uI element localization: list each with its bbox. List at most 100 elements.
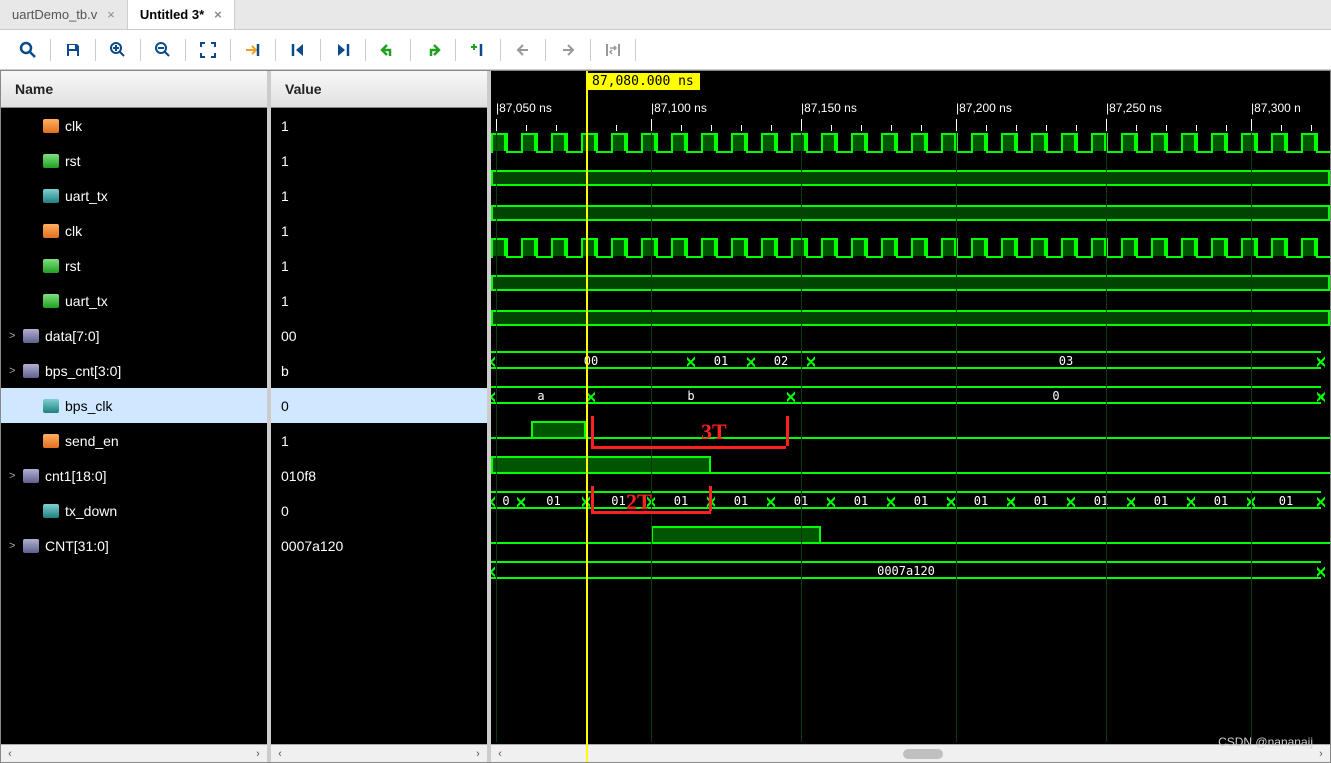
signal-row[interactable]: rst [1,143,267,178]
signal-icon [23,539,39,553]
signal-icon [43,119,59,133]
signal-value: 1 [271,108,487,143]
signal-name: clk [65,118,82,134]
signal-name: tx_down [65,503,117,519]
signal-icon [43,154,59,168]
value-panel: Value 11111100b01010f800007a120 ‹› [271,71,491,762]
signal-name: cnt1[18:0] [45,468,107,484]
toolbar [0,30,1331,70]
signal-name: uart_tx [65,188,108,204]
tab-label: Untitled 3* [140,7,204,22]
signal-row[interactable]: bps_clk [1,388,267,423]
signal-value: 1 [271,213,487,248]
signal-row[interactable]: tx_down [1,493,267,528]
wave-row[interactable] [491,131,1330,166]
value-scrollbar[interactable]: ‹› [271,744,487,762]
signal-value: 0007a120 [271,528,487,563]
signal-name: bps_clk [65,398,112,414]
signal-value-list: 11111100b01010f800007a120 [271,108,487,744]
signal-row[interactable]: >bps_cnt[3:0] [1,353,267,388]
wave-scrollbar[interactable]: ‹› [491,744,1330,762]
next-marker-button[interactable] [554,37,582,63]
signal-icon [43,294,59,308]
zoom-in-button[interactable] [104,37,132,63]
wave-row[interactable]: ab0 [491,382,1330,417]
signal-name: uart_tx [65,293,108,309]
goto-cursor-button[interactable] [239,37,267,63]
signal-value: 1 [271,143,487,178]
signal-row[interactable]: uart_tx [1,178,267,213]
signal-value: b [271,353,487,388]
next-edge-button[interactable] [419,37,447,63]
tab-uartdemo[interactable]: uartDemo_tb.v × [0,0,128,29]
signal-name: clk [65,223,82,239]
signal-name: send_en [65,433,119,449]
last-button[interactable] [329,37,357,63]
swap-markers-button[interactable] [599,37,627,63]
wave-row[interactable] [491,452,1330,487]
signal-value: 0 [271,388,487,423]
zoom-fit-button[interactable] [194,37,222,63]
signal-row[interactable]: rst [1,248,267,283]
signal-value: 010f8 [271,458,487,493]
signal-value: 1 [271,423,487,458]
signal-icon [23,364,39,378]
search-button[interactable] [14,37,42,63]
signal-icon [23,469,39,483]
signal-name: CNT[31:0] [45,538,109,554]
waveform-panel[interactable]: 87,080.000 ns |87,050 ns|87,100 ns|87,15… [491,71,1330,762]
signal-row[interactable]: clk [1,108,267,143]
waveform-area: 00010203ab0 001010101010101010101010101 00… [491,131,1330,592]
name-scrollbar[interactable]: ‹› [1,744,267,762]
signal-icon [43,434,59,448]
signal-value: 1 [271,283,487,318]
close-icon[interactable]: × [107,7,115,22]
wave-row[interactable] [491,306,1330,341]
signal-value: 1 [271,178,487,213]
wave-row[interactable] [491,201,1330,236]
wave-row[interactable] [491,271,1330,306]
signal-row[interactable]: uart_tx [1,283,267,318]
signal-icon [23,329,39,343]
signal-name: rst [65,153,81,169]
signal-icon [43,504,59,518]
prev-marker-button[interactable] [509,37,537,63]
wave-row[interactable] [491,236,1330,271]
signal-name: bps_cnt[3:0] [45,363,121,379]
signal-row[interactable]: clk [1,213,267,248]
wave-row[interactable]: 0007a120 [491,557,1330,592]
add-marker-button[interactable] [464,37,492,63]
signal-row[interactable]: >cnt1[18:0] [1,458,267,493]
first-button[interactable] [284,37,312,63]
cursor-time-label: 87,080.000 ns [586,73,700,90]
signal-row[interactable]: >CNT[31:0] [1,528,267,563]
signal-name: data[7:0] [45,328,100,344]
name-header: Name [1,71,267,108]
save-button[interactable] [59,37,87,63]
wave-row[interactable] [491,522,1330,557]
name-panel: Name clkrstuart_txclkrstuart_tx>data[7:0… [1,71,271,762]
signal-name: rst [65,258,81,274]
tab-bar: uartDemo_tb.v × Untitled 3* × [0,0,1331,30]
signal-name-list: clkrstuart_txclkrstuart_tx>data[7:0]>bps… [1,108,267,744]
signal-icon [43,399,59,413]
wave-row[interactable]: 001010101010101010101010101 [491,487,1330,522]
signal-row[interactable]: >data[7:0] [1,318,267,353]
signal-value: 1 [271,248,487,283]
signal-icon [43,259,59,273]
close-icon[interactable]: × [214,7,222,22]
signal-icon [43,224,59,238]
signal-row[interactable]: send_en [1,423,267,458]
tab-label: uartDemo_tb.v [12,7,97,22]
cursor-line[interactable] [586,71,588,762]
signal-icon [43,189,59,203]
tab-untitled3[interactable]: Untitled 3* × [128,0,235,29]
signal-value: 00 [271,318,487,353]
signal-value: 0 [271,493,487,528]
prev-edge-button[interactable] [374,37,402,63]
zoom-out-button[interactable] [149,37,177,63]
wave-row[interactable] [491,166,1330,201]
watermark: CSDN @nananaij [1218,735,1313,749]
value-header: Value [271,71,487,108]
wave-row[interactable]: 00010203 [491,347,1330,382]
